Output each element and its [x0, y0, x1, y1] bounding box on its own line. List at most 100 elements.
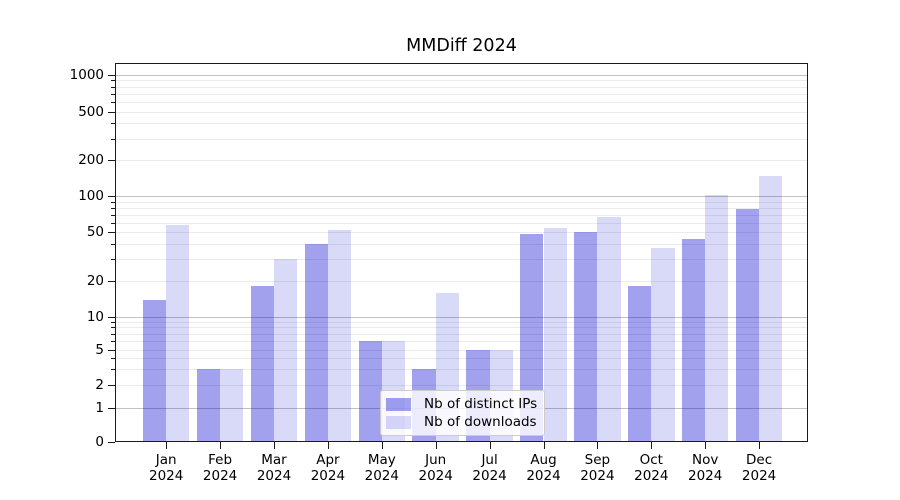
y-minor-tick — [111, 138, 115, 140]
x-tick — [651, 442, 653, 449]
legend-label-distinct-ips: Nb of distinct IPs — [424, 396, 538, 412]
bars-layer — [115, 63, 808, 442]
y-gridline-minor — [115, 281, 808, 282]
y-tick-label: 5 — [95, 341, 104, 358]
y-gridline-minor — [115, 333, 808, 335]
y-gridline-minor — [115, 80, 808, 82]
x-tick — [274, 442, 275, 449]
y-tick — [108, 196, 115, 197]
y-tick-label: 200 — [78, 152, 104, 168]
y-gridline-minor — [115, 123, 808, 125]
bar-mar-downloads — [274, 259, 298, 442]
y-tick — [108, 74, 115, 76]
x-tick — [759, 442, 761, 449]
y-minor-tick — [111, 207, 115, 209]
gridlines-layer — [115, 63, 808, 442]
y-minor-tick — [111, 369, 115, 370]
y-tick-label: 20 — [86, 273, 104, 289]
y-tick — [108, 442, 115, 443]
y-minor-tick — [111, 333, 115, 335]
y-gridline-major — [115, 74, 808, 76]
y-minor-tick — [111, 86, 115, 88]
bar-jan-distinct-ips — [142, 299, 167, 442]
y-gridline-minor — [115, 160, 808, 161]
y-gridline-minor — [115, 259, 808, 261]
x-tick — [543, 442, 545, 449]
y-gridline-minor — [115, 244, 808, 246]
x-tick-label-feb: Feb 2024 — [202, 452, 238, 484]
bar-mar-distinct-ips — [250, 286, 274, 442]
y-tick-label: 100 — [78, 188, 104, 204]
y-tick — [108, 317, 115, 318]
x-tick-label-nov: Nov 2024 — [688, 452, 723, 484]
x-tick — [435, 442, 437, 449]
x-tick-label-sep: Sep 2024 — [580, 452, 615, 484]
y-tick — [108, 407, 115, 409]
y-gridline-major — [115, 317, 808, 318]
y-tick — [108, 384, 115, 386]
y-tick-label: 1 — [95, 399, 104, 416]
bar-aug-downloads — [543, 228, 567, 442]
y-gridline-minor — [115, 232, 808, 234]
y-minor-tick — [111, 321, 115, 323]
legend-label-downloads: Nb of downloads — [424, 414, 537, 430]
y-tick-label: 500 — [78, 103, 104, 120]
y-tick-label: 2 — [95, 376, 104, 393]
y-tick-label: 50 — [86, 224, 104, 241]
y-minor-tick — [111, 93, 115, 95]
y-gridline-minor — [115, 358, 808, 360]
bar-apr-distinct-ips — [304, 244, 328, 442]
y-gridline-minor — [115, 327, 808, 329]
x-tick-label-apr: Apr 2024 — [310, 452, 346, 484]
x-tick — [597, 442, 599, 449]
chart-title: MMDiff 2024 — [406, 36, 517, 56]
bar-oct-downloads — [651, 248, 675, 442]
y-gridline-minor — [115, 111, 808, 113]
y-minor-tick — [111, 214, 115, 216]
bar-feb-downloads — [220, 369, 244, 442]
x-tick-label-aug: Aug 2024 — [526, 452, 561, 484]
y-gridline-major — [115, 196, 808, 197]
y-minor-tick — [111, 101, 115, 103]
bar-nov-downloads — [705, 194, 729, 442]
plot-area — [115, 63, 808, 442]
bar-sep-distinct-ips — [574, 232, 598, 442]
x-tick-label-mar: Mar 2024 — [256, 452, 292, 484]
x-tick — [220, 442, 222, 449]
x-tick — [327, 442, 329, 449]
bar-dec-distinct-ips — [735, 209, 760, 442]
legend-swatch-distinct-ips — [386, 397, 411, 411]
bar-may-distinct-ips — [358, 340, 382, 442]
y-tick — [108, 160, 115, 161]
legend-row-distinct-ips: Nb of distinct IPs — [386, 395, 538, 413]
x-tick-label-oct: Oct 2024 — [634, 452, 669, 484]
y-gridline-minor — [115, 340, 808, 342]
bar-apr-downloads — [327, 230, 352, 442]
x-tick-label-jun: Jun 2024 — [418, 452, 453, 484]
bar-oct-distinct-ips — [628, 286, 652, 442]
x-tick-label-may: May 2024 — [364, 452, 399, 484]
bar-jan-downloads — [166, 224, 190, 442]
x-tick-label-jul: Jul 2024 — [472, 452, 507, 484]
y-tick — [108, 111, 115, 113]
y-minor-tick — [111, 327, 115, 329]
y-tick-label: 0 — [95, 434, 104, 450]
y-gridline-minor — [115, 207, 808, 209]
bar-dec-downloads — [759, 175, 783, 442]
y-gridline-minor — [115, 222, 808, 224]
y-gridline-minor — [115, 101, 808, 103]
x-tick-label-jan: Jan 2024 — [149, 452, 184, 484]
y-minor-tick — [111, 80, 115, 82]
bar-feb-distinct-ips — [196, 369, 221, 442]
y-tick-label: 1000 — [69, 66, 104, 83]
legend: Nb of distinct IPs Nb of downloads — [380, 390, 545, 436]
y-tick — [108, 281, 115, 282]
y-tick — [108, 232, 115, 234]
y-tick-label: 10 — [86, 309, 104, 325]
y-gridline-minor — [115, 369, 808, 370]
legend-swatch-downloads — [386, 415, 411, 429]
y-gridline-minor — [115, 214, 808, 216]
y-minor-tick — [111, 259, 115, 261]
x-tick — [705, 442, 707, 449]
y-gridline-minor — [115, 93, 808, 95]
